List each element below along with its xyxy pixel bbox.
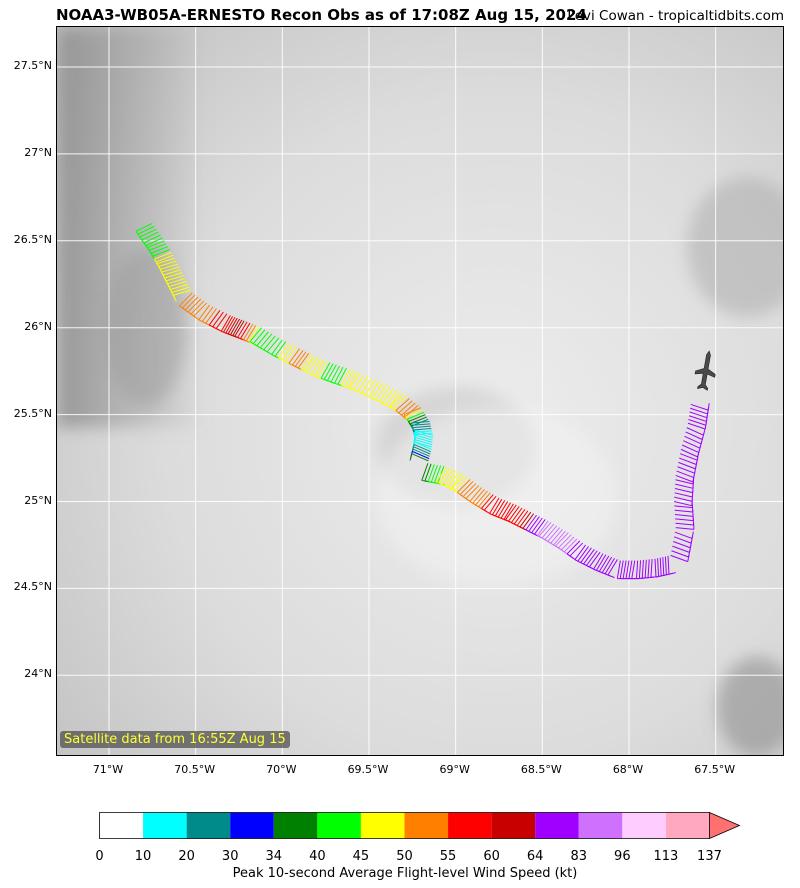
colorbar-extend-arrow <box>709 811 741 840</box>
lat-tick-label: 26°N <box>24 319 52 333</box>
colorbar-segment <box>535 812 579 839</box>
wind-barb <box>690 403 710 411</box>
colorbar-tick-label: 83 <box>570 849 588 864</box>
lat-tick-label: 27°N <box>24 145 52 159</box>
wind-barb <box>409 453 429 462</box>
lon-tick-label: 68.5°W <box>520 763 562 776</box>
colorbar-tick-label: 113 <box>653 849 679 864</box>
colorbar-tick-label: 40 <box>309 849 326 864</box>
colorbar-tick-label: 137 <box>697 849 722 864</box>
colorbar-tick-label: 45 <box>352 849 370 864</box>
colorbar-tick-label: 60 <box>483 849 500 864</box>
lon-tick-label: 71°W <box>92 763 124 776</box>
colorbar-tick-label: 96 <box>614 849 631 864</box>
wind-barb <box>686 427 706 436</box>
colorbar-segment <box>360 812 405 839</box>
colorbar-tick-label: 10 <box>134 849 152 864</box>
lat-tick-label: 26.5°N <box>13 232 52 246</box>
colorbar-tick-label: 64 <box>526 849 544 864</box>
map-credit: Levi Cowan - tropicaltidbits.com <box>567 8 784 24</box>
colorbar-tick-label: 20 <box>178 849 195 864</box>
lon-tick-label: 69.5°W <box>347 763 389 776</box>
colorbar-tick-label: 50 <box>396 849 413 864</box>
lon-tick-label: 67.5°W <box>694 763 736 776</box>
colorbar-segment <box>448 812 492 839</box>
gridlines <box>57 27 783 755</box>
wind-barb <box>667 555 676 575</box>
lat-tick-label: 24°N <box>24 667 52 681</box>
colorbar-outline <box>99 812 710 839</box>
wind-barb <box>674 531 694 539</box>
colorbar-title: Peak 10-second Average Flight-level Wind… <box>232 866 578 881</box>
colorbar-segment <box>230 812 274 839</box>
map-title: NOAA3-WB05A-ERNESTO Recon Obs as of 17:0… <box>56 6 587 24</box>
satellite-time-label: Satellite data from 16:55Z Aug 15 <box>60 731 290 748</box>
colorbar-segment <box>186 812 231 839</box>
lon-tick-label: 69°W <box>439 763 470 776</box>
cloud-texture <box>57 27 783 755</box>
colorbar-tick-label: 34 <box>265 849 283 864</box>
colorbar-segment <box>273 812 318 839</box>
map-canvas <box>57 27 783 755</box>
satellite-map[interactable] <box>56 26 784 756</box>
lon-tick-label: 70.5°W <box>174 763 216 776</box>
colorbar-segment <box>404 812 449 839</box>
colorbar-segment <box>665 812 710 839</box>
lon-tick-label: 70°W <box>266 763 297 776</box>
lat-tick-label: 25°N <box>24 493 52 507</box>
lat-tick-label: 27.5°N <box>13 58 52 72</box>
lat-tick-label: 25.5°N <box>13 406 52 420</box>
lat-tick-label: 24.5°N <box>13 580 52 594</box>
colorbar-segment <box>143 812 187 839</box>
colorbar-segment <box>578 812 623 839</box>
colorbar-canvas <box>99 811 741 840</box>
recon-track <box>135 222 710 580</box>
colorbar-tick-label: 55 <box>439 849 457 864</box>
colorbar-segment <box>317 812 361 839</box>
wind-barb <box>607 559 618 579</box>
lon-tick-label: 68°W <box>612 763 644 776</box>
colorbar-tick-label: 0 <box>95 849 104 864</box>
colorbar-segment <box>491 812 536 839</box>
colorbar-segment <box>622 812 666 839</box>
wind-barb <box>172 289 191 302</box>
colorbar-tick-label: 30 <box>221 849 239 864</box>
aircraft-icon <box>694 350 716 391</box>
colorbar <box>99 811 749 846</box>
colorbar-segment <box>99 812 144 839</box>
